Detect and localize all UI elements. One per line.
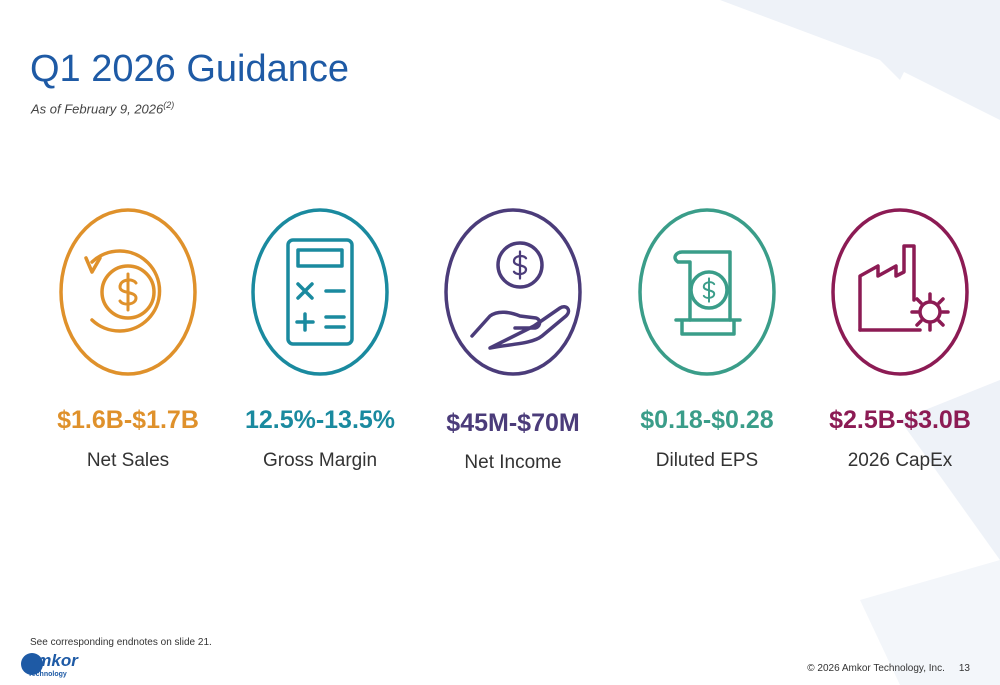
metric-value: $2.5B-$3.0B [829,406,971,434]
metric-label: Net Income [464,452,562,473]
metric-value: 12.5%-13.5% [244,406,396,434]
diluted-eps-icon [638,208,776,376]
metric-value: $0.18-$0.28 [640,406,774,434]
metric-label: Diluted EPS [655,450,759,471]
logo-text: Amkor [24,651,78,670]
logo-mark [21,653,43,675]
logo: Amkor [22,651,78,671]
metric-label: Net Sales [86,450,170,471]
metric-label: 2026 CapEx [847,450,953,471]
capex-icon [831,208,969,376]
logo-sub: Technology [28,671,67,678]
metric-value: $1.6B-$1.7B [57,406,199,434]
title: Q1 2026 Guidance [30,48,350,90]
subtitle-text: As of February 9, 2026 [31,101,164,117]
net-income-icon [444,208,582,376]
copyright: © 2026 Amkor Technology, Inc. [807,663,945,674]
net-sales-icon [59,208,197,376]
subtitle: As of February 9, 2026(2) [31,100,174,116]
subtitle-note: (2) [163,100,175,110]
page-number: 13 [958,663,970,674]
background-pattern [720,0,1000,685]
metric-label: Gross Margin [262,450,378,471]
footnote: See corresponding endnotes on slide 21. [30,637,212,648]
metric-value: $45M-$70M [446,409,580,437]
footer: © 2026 Amkor Technology, Inc. 13 [807,663,970,674]
gross-margin-icon [251,208,389,376]
